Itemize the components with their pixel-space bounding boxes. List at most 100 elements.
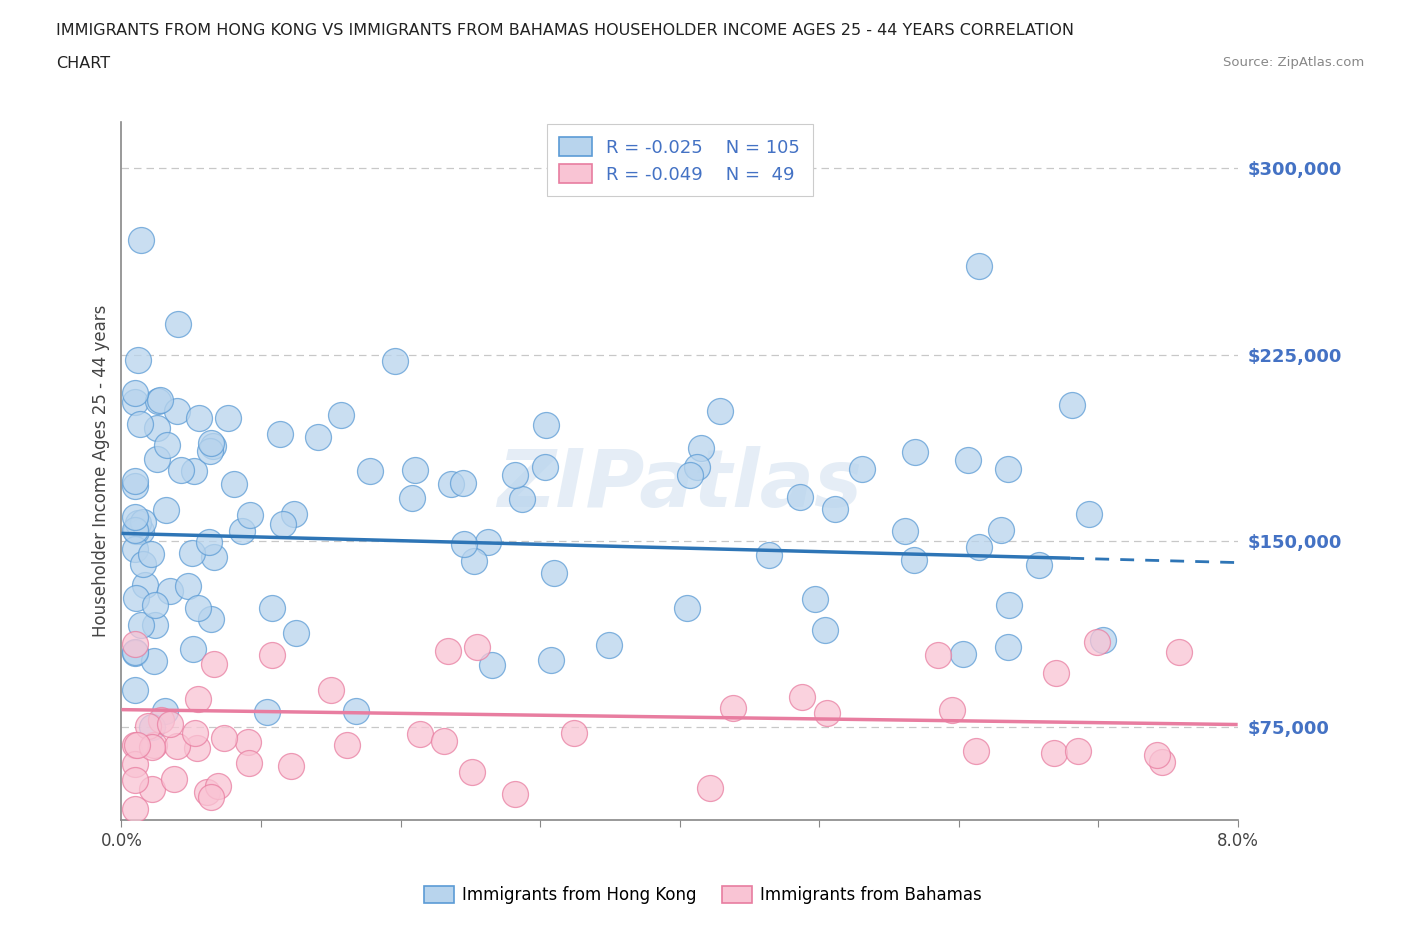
- Point: [815, 706, 838, 721]
- Point: [803, 591, 825, 606]
- Point: [153, 704, 176, 719]
- Point: [183, 464, 205, 479]
- Point: [676, 601, 699, 616]
- Point: [129, 618, 152, 632]
- Point: [124, 479, 146, 494]
- Point: [155, 503, 177, 518]
- Text: ZIPatlas: ZIPatlas: [498, 446, 862, 524]
- Point: [143, 598, 166, 613]
- Point: [146, 451, 169, 466]
- Point: [401, 491, 423, 506]
- Point: [256, 704, 278, 719]
- Point: [319, 683, 342, 698]
- Point: [269, 427, 291, 442]
- Point: [187, 691, 209, 706]
- Point: [967, 259, 990, 273]
- Point: [503, 786, 526, 801]
- Point: [533, 459, 555, 474]
- Point: [128, 417, 150, 432]
- Point: [200, 790, 222, 804]
- Point: [260, 601, 283, 616]
- Point: [142, 737, 165, 752]
- Point: [236, 735, 259, 750]
- Point: [132, 556, 155, 571]
- Point: [690, 441, 713, 456]
- Point: [330, 407, 353, 422]
- Point: [136, 719, 159, 734]
- Point: [142, 653, 165, 668]
- Point: [481, 658, 503, 672]
- Point: [409, 726, 432, 741]
- Point: [359, 464, 381, 479]
- Point: [463, 554, 485, 569]
- Point: [124, 644, 146, 659]
- Point: [201, 439, 224, 454]
- Y-axis label: Householder Income Ages 25 - 44 years: Householder Income Ages 25 - 44 years: [93, 305, 110, 637]
- Point: [1150, 755, 1173, 770]
- Point: [200, 612, 222, 627]
- Point: [159, 584, 181, 599]
- Point: [477, 535, 499, 550]
- Point: [163, 772, 186, 787]
- Point: [941, 702, 963, 717]
- Point: [231, 524, 253, 538]
- Text: Source: ZipAtlas.com: Source: ZipAtlas.com: [1223, 56, 1364, 69]
- Point: [461, 764, 484, 779]
- Point: [239, 508, 262, 523]
- Point: [344, 703, 367, 718]
- Point: [260, 648, 283, 663]
- Point: [200, 444, 222, 458]
- Point: [904, 445, 927, 459]
- Point: [187, 411, 209, 426]
- Point: [1045, 666, 1067, 681]
- Point: [564, 726, 586, 741]
- Point: [453, 537, 475, 551]
- Point: [503, 468, 526, 483]
- Point: [894, 524, 917, 538]
- Point: [404, 463, 426, 478]
- Point: [141, 781, 163, 796]
- Point: [143, 618, 166, 632]
- Point: [181, 642, 204, 657]
- Point: [166, 739, 188, 754]
- Point: [540, 653, 562, 668]
- Point: [181, 546, 204, 561]
- Point: [1062, 397, 1084, 412]
- Point: [723, 700, 745, 715]
- Point: [217, 410, 239, 425]
- Point: [814, 623, 837, 638]
- Point: [146, 393, 169, 408]
- Point: [124, 645, 146, 660]
- Point: [280, 759, 302, 774]
- Point: [195, 785, 218, 800]
- Point: [790, 690, 813, 705]
- Point: [436, 644, 458, 658]
- Point: [198, 535, 221, 550]
- Point: [170, 462, 193, 477]
- Point: [965, 743, 987, 758]
- Point: [125, 524, 148, 538]
- Point: [534, 418, 557, 432]
- Point: [598, 638, 620, 653]
- Point: [124, 637, 146, 652]
- Point: [124, 683, 146, 698]
- Text: CHART: CHART: [56, 56, 110, 71]
- Point: [159, 717, 181, 732]
- Point: [141, 720, 163, 735]
- Point: [997, 640, 1019, 655]
- Point: [433, 734, 456, 749]
- Point: [824, 501, 846, 516]
- Point: [678, 468, 700, 483]
- Point: [758, 548, 780, 563]
- Point: [177, 578, 200, 593]
- Point: [1043, 745, 1066, 760]
- Point: [149, 713, 172, 728]
- Text: IMMIGRANTS FROM HONG KONG VS IMMIGRANTS FROM BAHAMAS HOUSEHOLDER INCOME AGES 25 : IMMIGRANTS FROM HONG KONG VS IMMIGRANTS …: [56, 23, 1074, 38]
- Point: [997, 461, 1019, 476]
- Point: [1078, 507, 1101, 522]
- Point: [1087, 635, 1109, 650]
- Point: [1092, 632, 1115, 647]
- Point: [124, 510, 146, 525]
- Point: [440, 476, 463, 491]
- Point: [127, 352, 149, 367]
